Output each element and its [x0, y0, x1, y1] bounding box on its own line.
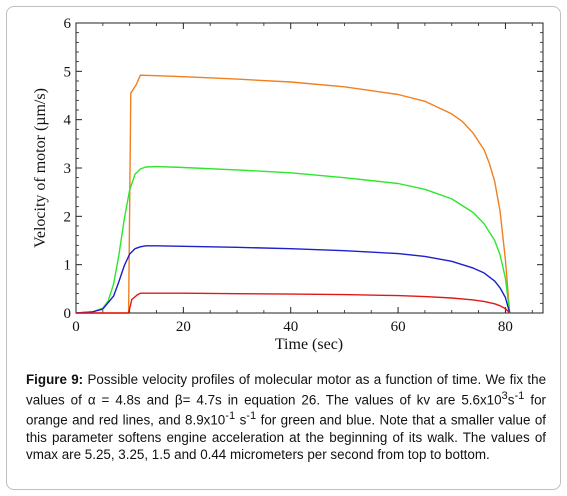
velocity-chart: 0 20 40 60 80 0 1 2 3 4 5 6 Time (sec) Velocity of …: [32, 16, 544, 353]
series-lines: [75, 74, 511, 314]
caption-text-3: for orange and red lines, and 8.9x10: [26, 392, 546, 428]
caption-sup-3: -1: [225, 410, 236, 423]
y-tick-label: 5: [64, 64, 72, 80]
series-line-0: [76, 74, 511, 314]
figure-caption: Figure 9: Possible velocity profiles of …: [26, 371, 546, 463]
x-axis-title: Time (sec): [275, 336, 343, 353]
x-tick-label: 60: [391, 319, 406, 335]
x-tick-label: 0: [72, 319, 80, 335]
y-tick-label: 4: [64, 113, 72, 129]
x-tick-label: 80: [498, 319, 513, 335]
axis-ticks: 0 20 40 60 80 0 1 2 3 4 5 6: [64, 16, 543, 335]
caption-text-5: for green and blue. Note that a smaller …: [26, 412, 546, 462]
y-tick-label: 0: [64, 306, 72, 322]
y-tick-label: 2: [64, 209, 72, 225]
y-tick-label: 6: [64, 16, 72, 32]
series-line-2: [75, 245, 511, 314]
caption-label: Figure 9:: [26, 372, 84, 387]
series-line-3: [76, 292, 511, 314]
y-tick-label: 3: [64, 161, 72, 177]
caption-sup-1: 3: [501, 390, 508, 402]
caption-text-1: Possible velocity profiles of molecular …: [26, 372, 547, 408]
plot-frame: [75, 22, 544, 314]
caption-sup-2: -1: [514, 390, 525, 402]
series-line-1: [75, 165, 511, 314]
caption-text-4: s: [235, 412, 247, 428]
x-tick-label: 40: [283, 319, 298, 335]
x-tick-label: 20: [176, 319, 191, 335]
y-tick-label: 1: [64, 258, 72, 274]
y-axis-title: Velocity of motor (µm/s): [32, 88, 49, 248]
caption-sup-4: -1: [246, 410, 257, 423]
plot-border: [75, 22, 544, 314]
caption-text-2: s: [507, 392, 515, 408]
